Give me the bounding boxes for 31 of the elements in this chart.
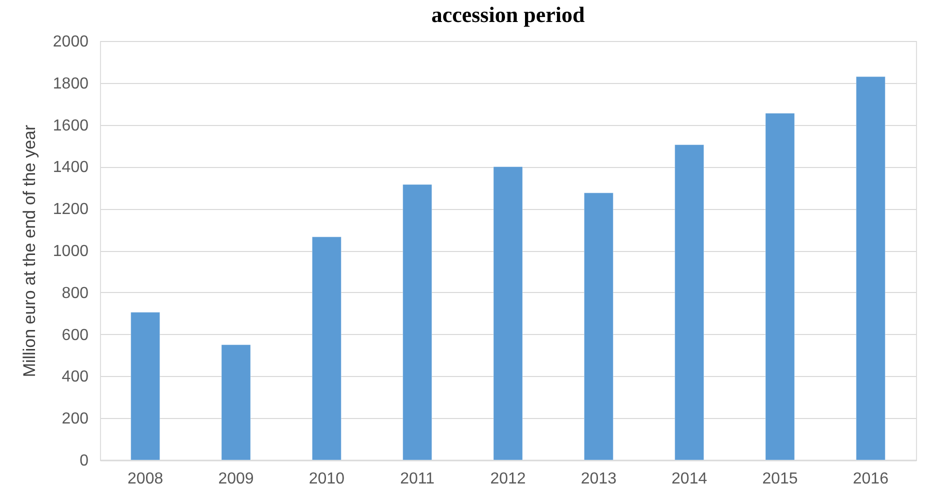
- y-tick-label: 0: [80, 452, 89, 470]
- bar: [856, 76, 886, 460]
- bar: [221, 344, 251, 460]
- x-tick-label: 2010: [308, 470, 345, 488]
- y-tick-label: 2000: [52, 34, 89, 50]
- bar: [674, 144, 704, 460]
- y-tick-label: 200: [62, 410, 89, 428]
- bar: [765, 113, 795, 460]
- y-tick-label: 600: [62, 326, 89, 344]
- y-tick-label: 1200: [52, 201, 89, 218]
- bar: [130, 312, 160, 460]
- chart-title: accession period: [431, 2, 585, 27]
- y-tick-label: 1800: [52, 75, 89, 92]
- bar: [312, 236, 342, 460]
- x-tick-label: 2015: [762, 470, 798, 488]
- bar: [402, 184, 432, 460]
- y-tick-label: 1600: [52, 117, 89, 134]
- x-tick-label: 2011: [400, 470, 435, 488]
- x-tick-label: 2014: [672, 470, 708, 488]
- y-tick-label: 1000: [52, 243, 89, 260]
- bar: [493, 166, 523, 460]
- bar: [584, 192, 614, 460]
- x-tick-label: 2016: [852, 470, 889, 488]
- y-tick-label: 1400: [52, 159, 89, 176]
- x-tick-label: 2009: [218, 470, 254, 488]
- y-tick-label: 800: [62, 284, 89, 302]
- y-tick-label: 400: [62, 368, 89, 386]
- x-tick-label: 2008: [128, 470, 164, 488]
- y-axis-title: Million euro at the end of the year: [20, 124, 39, 378]
- x-tick-label: 2013: [580, 470, 617, 488]
- x-tick-label: 2012: [490, 470, 526, 488]
